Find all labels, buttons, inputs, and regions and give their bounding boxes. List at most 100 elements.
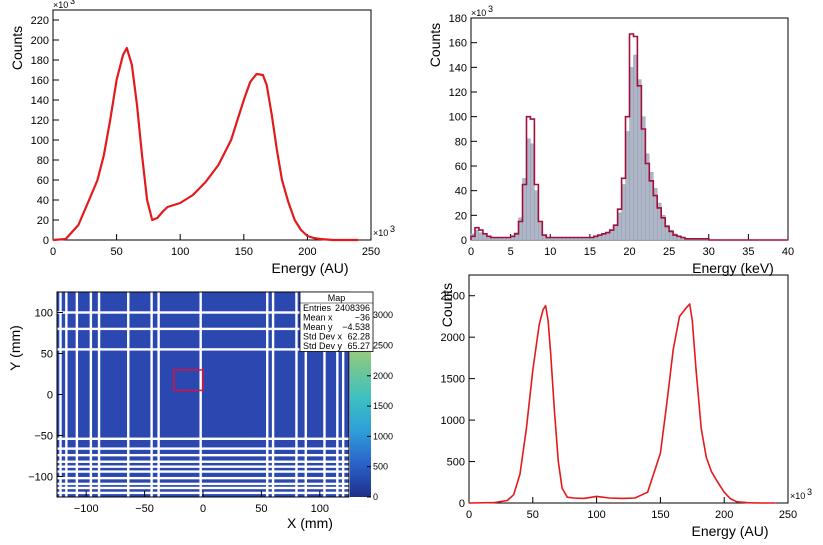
energy-spectrum-au-point-0-28 bbox=[262, 74, 264, 76]
energy-spectrum-au-map-y-tick-label-3: 1500 bbox=[441, 374, 465, 386]
energy-spectrum-au-y-multiplier: ×10 bbox=[53, 0, 68, 10]
energy-spectrum-au-map-x-tick-label-4: 200 bbox=[715, 509, 733, 521]
detector-map-x-tick-label-4: 100 bbox=[311, 503, 329, 515]
energy-spectrum-au-series-line-0 bbox=[52, 46, 359, 242]
energy-spectrum-au-point-0-25 bbox=[243, 99, 245, 101]
detector-map-colorbar-label-2: 1000 bbox=[373, 431, 393, 441]
detector-map-vertical-gap-11 bbox=[295, 292, 298, 497]
energy-spectrum-kev-y-multiplier-exp: 3 bbox=[488, 4, 493, 14]
energy-spectrum-au-frame bbox=[52, 9, 372, 241]
energy-spectrum-au-map-point-0-7 bbox=[538, 324, 540, 326]
energy-spectrum-au-point-0-12 bbox=[136, 104, 138, 106]
energy-spectrum-kev-y-tick-label-3: 60 bbox=[455, 161, 467, 173]
energy-spectrum-au-map-point-0-38 bbox=[749, 502, 751, 504]
energy-spectrum-au-point-0-6 bbox=[103, 154, 105, 156]
detector-map-stats-value-2: −4.538 bbox=[342, 322, 370, 332]
energy-spectrum-au-point-0-18 bbox=[166, 206, 169, 208]
energy-spectrum-kev-y-tick-label-1: 20 bbox=[455, 210, 467, 222]
energy-spectrum-au-map-point-0-30 bbox=[695, 369, 697, 371]
energy-spectrum-au-y-tick-label-5: 100 bbox=[31, 135, 49, 147]
energy-spectrum-au-y-tick-label-11: 220 bbox=[31, 15, 49, 27]
energy-spectrum-au-point-0-32 bbox=[281, 179, 283, 181]
energy-spectrum-au-map-point-0-32 bbox=[705, 456, 707, 458]
energy-spectrum-kev-x-tick-label-8: 40 bbox=[782, 246, 794, 258]
energy-spectrum-au-x-axis-title: Energy (AU) bbox=[271, 260, 348, 276]
detector-map-stats-value-1: −36 bbox=[355, 313, 370, 323]
energy-spectrum-kev-x-tick-label-3: 15 bbox=[584, 246, 596, 258]
energy-spectrum-kev-x-tick-label-4: 20 bbox=[623, 246, 635, 258]
energy-spectrum-kev-x-axis-title: Energy (keV) bbox=[692, 260, 774, 276]
detector-map-vertical-gap-14 bbox=[336, 292, 339, 497]
energy-spectrum-au-map-x-tick-label-1: 50 bbox=[527, 509, 539, 521]
detector-map-stats-value-0: 2408396 bbox=[335, 303, 370, 313]
energy-spectrum-au-point-0-0 bbox=[52, 239, 54, 241]
detector-map-vertical-gap-10 bbox=[271, 292, 275, 497]
detector-map-vertical-gap-6 bbox=[150, 292, 153, 497]
energy-spectrum-au-map-x-axis-title: Energy (AU) bbox=[691, 523, 768, 539]
energy-spectrum-au-point-0-26 bbox=[249, 81, 251, 83]
energy-spectrum-au-map-point-0-21 bbox=[634, 497, 636, 499]
energy-spectrum-au-point-0-1 bbox=[65, 238, 67, 240]
detector-map-horizontal-gap-10 bbox=[57, 348, 349, 351]
energy-spectrum-au-map-point-0-14 bbox=[561, 487, 563, 489]
energy-spectrum-au-map-point-0-37 bbox=[736, 501, 738, 503]
energy-spectrum-au-point-0-17 bbox=[161, 211, 163, 213]
energy-spectrum-au-point-0-31 bbox=[276, 149, 278, 151]
energy-spectrum-au-map-point-0-23 bbox=[659, 452, 662, 454]
energy-spectrum-au-map-point-0-28 bbox=[689, 303, 691, 305]
energy-spectrum-au-point-0-7 bbox=[109, 119, 111, 121]
detector-map-horizontal-gap-1 bbox=[57, 486, 349, 490]
detector-map-horizontal-gap-8 bbox=[57, 447, 349, 450]
energy-spectrum-au-map-point-0-20 bbox=[621, 497, 623, 500]
energy-spectrum-au-map-x-tick-label-5: 250 bbox=[779, 509, 797, 521]
energy-spectrum-kev-step-line bbox=[470, 33, 788, 241]
energy-spectrum-kev-y-tick-label-9: 180 bbox=[449, 13, 467, 25]
energy-spectrum-au-point-0-19 bbox=[173, 204, 175, 206]
detector-map-vertical-gap-13 bbox=[323, 292, 326, 497]
energy-spectrum-kev-y-tick-label-6: 120 bbox=[449, 87, 467, 99]
energy-spectrum-au-point-0-15 bbox=[151, 219, 153, 221]
energy-spectrum-au-map-point-0-2 bbox=[506, 499, 508, 502]
detector-map-horizontal-gap-4 bbox=[57, 470, 349, 473]
energy-spectrum-kev-x-tick-label-7: 35 bbox=[742, 246, 754, 258]
energy-spectrum-au-point-0-22 bbox=[205, 181, 207, 183]
detector-map-vertical-gap-8 bbox=[199, 292, 202, 497]
energy-spectrum-kev-y-tick-label-8: 160 bbox=[449, 38, 467, 50]
energy-spectrum-au-map-point-0-24 bbox=[666, 402, 668, 405]
detector-map-horizontal-gap-12 bbox=[57, 311, 349, 314]
energy-spectrum-au-map-point-0-27 bbox=[685, 307, 687, 309]
energy-spectrum-au-point-0-34 bbox=[294, 219, 296, 221]
energy-spectrum-au-point-0-40 bbox=[344, 239, 347, 241]
energy-spectrum-au-point-0-13 bbox=[141, 154, 143, 156]
energy-spectrum-kev-y-multiplier: ×10 bbox=[471, 8, 486, 18]
detector-map-region-box bbox=[173, 369, 204, 392]
energy-spectrum-au-map-point-0-5 bbox=[525, 427, 528, 429]
energy-spectrum-au-map-point-0-19 bbox=[608, 497, 610, 499]
detector-map-stats-label-2: Mean y bbox=[303, 322, 333, 332]
detector-map-vertical-gap-1 bbox=[65, 292, 68, 497]
detector-map-y-tick-label-2: 0 bbox=[47, 390, 53, 402]
energy-spectrum-au-map-point-0-11 bbox=[550, 353, 552, 355]
energy-spectrum-au-map-x-tick-label-2: 100 bbox=[587, 509, 605, 521]
detector-map-vertical-gap-4 bbox=[97, 292, 101, 497]
energy-spectrum-au-point-0-35 bbox=[300, 229, 302, 231]
energy-spectrum-au-y-tick-label-4: 80 bbox=[37, 155, 49, 167]
energy-spectrum-au-map-point-0-34 bbox=[717, 481, 719, 483]
detector-map-colorbar-label-1: 500 bbox=[373, 462, 388, 472]
energy-spectrum-au-map-chart: 0 50 100 150 200 25005001000150020002500Energ… bbox=[439, 274, 812, 539]
detector-map-horizontal-gap-5 bbox=[57, 465, 349, 468]
energy-spectrum-au-x-tick-label-4: 200 bbox=[298, 246, 316, 258]
energy-spectrum-au-x-tick-label-2: 100 bbox=[171, 246, 189, 258]
energy-spectrum-au-y-tick-label-7: 140 bbox=[31, 95, 49, 107]
energy-spectrum-au-point-0-3 bbox=[84, 209, 86, 211]
energy-spectrum-au-map-point-0-13 bbox=[557, 460, 559, 463]
energy-spectrum-kev-chart: 0 5 10 15 20 25 30 35 40 0 20 40 60 80 100 120 140 160 180… bbox=[427, 4, 794, 276]
detector-map-horizontal-gap-6 bbox=[57, 460, 349, 463]
energy-spectrum-kev-x-tick-label-2: 10 bbox=[544, 246, 556, 258]
energy-spectrum-au-map-point-0-35 bbox=[723, 491, 725, 493]
energy-spectrum-kev-x-tick-label-6: 30 bbox=[703, 246, 715, 258]
energy-spectrum-au-point-0-41 bbox=[357, 239, 359, 241]
detector-map-y-tick-label-3: 50 bbox=[41, 349, 53, 361]
detector-map-stats-label-4: Std Dev y bbox=[303, 341, 343, 351]
energy-spectrum-au-x-tick-label-5: 250 bbox=[362, 246, 380, 258]
